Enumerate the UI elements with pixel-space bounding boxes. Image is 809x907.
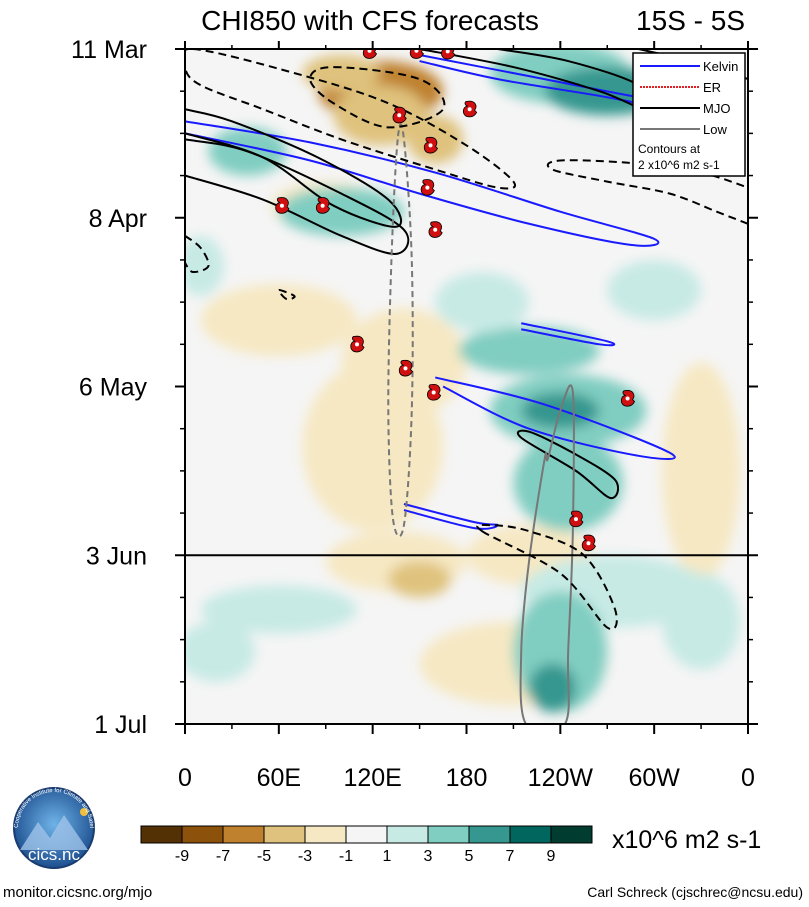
storm-markers bbox=[275, 49, 636, 552]
colorbar-swatch bbox=[386, 825, 429, 844]
colorbar-label: 5 bbox=[465, 848, 474, 865]
y-tick-label: 1 Jul bbox=[94, 711, 147, 739]
logo-sun bbox=[80, 808, 88, 816]
colorbar-swatch bbox=[468, 825, 511, 844]
y-tick-label: 11 Mar bbox=[71, 36, 147, 64]
cicsnc-logo: Cooperative Institute for Climate and Sa… bbox=[0, 0, 95, 869]
x-tick-label: 180 bbox=[446, 764, 488, 792]
logo-text: cics.nc bbox=[28, 845, 80, 864]
colorbar-swatch bbox=[222, 825, 265, 844]
x-tick-label: 120E bbox=[343, 764, 401, 792]
anomaly-blob bbox=[200, 284, 358, 357]
colorbar-label: -7 bbox=[216, 848, 230, 865]
contour-neg bbox=[185, 49, 517, 190]
contour-neg bbox=[309, 66, 446, 129]
colorbar-swatch bbox=[509, 825, 552, 844]
anomaly-blob bbox=[388, 561, 451, 598]
x-tick-label: 0 bbox=[178, 764, 192, 792]
x-tick-label: 60W bbox=[628, 764, 680, 792]
storm-icon bbox=[362, 49, 378, 59]
contour-low bbox=[519, 384, 575, 724]
logo-mountains bbox=[20, 815, 88, 850]
anomaly-blob bbox=[607, 259, 702, 321]
anomaly-blob bbox=[185, 235, 225, 297]
anomaly-blob bbox=[200, 585, 358, 634]
anomaly-blob bbox=[278, 187, 404, 236]
anomaly-blob bbox=[435, 271, 530, 333]
colorbar-swatch bbox=[427, 825, 470, 844]
contour-mjo bbox=[516, 429, 620, 500]
chart-title: CHI850 with CFS forecasts bbox=[201, 5, 539, 36]
colorbar-label: 9 bbox=[547, 848, 556, 865]
storm-icon bbox=[441, 49, 456, 60]
legend-label: ER bbox=[703, 80, 721, 95]
storm-icon bbox=[409, 49, 424, 59]
legend-note-line2: 2 x10^6 m2 s-1 bbox=[638, 158, 720, 172]
storm-icon bbox=[275, 197, 290, 214]
contour-kelvin bbox=[521, 322, 616, 347]
anomaly-blob bbox=[302, 55, 381, 92]
storm-icon bbox=[350, 335, 365, 353]
anomaly-blob bbox=[458, 326, 600, 375]
legend-box bbox=[632, 52, 746, 177]
anomaly-blob bbox=[333, 85, 428, 146]
colorbar-swatch bbox=[550, 825, 593, 844]
colorbar-label: 3 bbox=[424, 848, 433, 865]
axis-ticks: 0 60E 120E 180 120W 60W 0 11 Mar 8 Apr 6 May 3 Jun… bbox=[71, 36, 758, 792]
anomaly-blob bbox=[661, 573, 741, 670]
storm-icon bbox=[392, 106, 407, 124]
colorbar-label: -3 bbox=[298, 848, 312, 865]
storm-icon bbox=[620, 390, 636, 407]
colorbar-swatch bbox=[304, 825, 347, 844]
colorbar: -9 -7 -5 -3 -1 1 3 5 7 9 bbox=[140, 825, 593, 865]
y-tick-label: 6 May bbox=[79, 374, 148, 402]
colorbar-label: 1 bbox=[383, 848, 392, 865]
footer-credit: Carl Schreck (cjschrec@ncsu.edu) bbox=[587, 884, 803, 900]
anomaly-blob bbox=[302, 362, 444, 532]
y-tick-label: 3 Jun bbox=[86, 542, 147, 570]
colorbar-label: -5 bbox=[257, 848, 271, 865]
storm-icon bbox=[398, 359, 413, 377]
contour-kelvin bbox=[185, 120, 660, 247]
storm-icon bbox=[427, 384, 442, 401]
storm-icon bbox=[462, 100, 478, 118]
storm-icon bbox=[581, 534, 596, 552]
colorbar-swatch bbox=[140, 825, 183, 844]
colorbar-units: x10^6 m2 s-1 bbox=[612, 826, 761, 854]
legend-note-line1: Contours at bbox=[638, 142, 701, 156]
contour-low bbox=[387, 123, 414, 538]
footer-url: monitor.cicsnc.org/mjo bbox=[3, 884, 152, 901]
anomaly-blob bbox=[661, 362, 741, 580]
colorbar-swatch bbox=[263, 825, 306, 844]
colorbar-swatch bbox=[181, 825, 224, 844]
chart-subtitle: 15S - 5S bbox=[636, 5, 745, 36]
x-tick-label: 0 bbox=[741, 764, 755, 792]
storm-icon bbox=[420, 179, 435, 196]
legend-label: Low bbox=[703, 122, 727, 137]
anomaly-blob bbox=[591, 205, 717, 254]
contour-neg bbox=[277, 289, 296, 301]
storm-icon bbox=[423, 136, 439, 154]
storm-icon bbox=[315, 197, 331, 214]
legend-label: MJO bbox=[703, 101, 730, 116]
contour-mjo bbox=[185, 138, 410, 255]
colorbar-label: -1 bbox=[339, 848, 353, 865]
legend-label: Kelvin bbox=[703, 59, 738, 74]
contour-neg bbox=[185, 235, 210, 274]
anomaly-blob bbox=[185, 621, 256, 682]
logo-ring-text: Cooperative Institute for Climate and Sa… bbox=[0, 0, 94, 828]
colorbar-swatch bbox=[345, 825, 388, 844]
x-tick-label: 120W bbox=[528, 764, 594, 792]
anomaly-blob bbox=[529, 663, 576, 712]
storm-icon bbox=[428, 221, 443, 238]
storm-icon bbox=[569, 510, 584, 528]
anomaly-blob bbox=[513, 434, 623, 532]
x-tick-label: 60E bbox=[257, 764, 301, 792]
y-tick-label: 8 Apr bbox=[89, 205, 147, 233]
contour-kelvin bbox=[434, 376, 676, 461]
colorbar-label: 7 bbox=[506, 848, 515, 865]
colorbar-label: -9 bbox=[175, 848, 189, 865]
